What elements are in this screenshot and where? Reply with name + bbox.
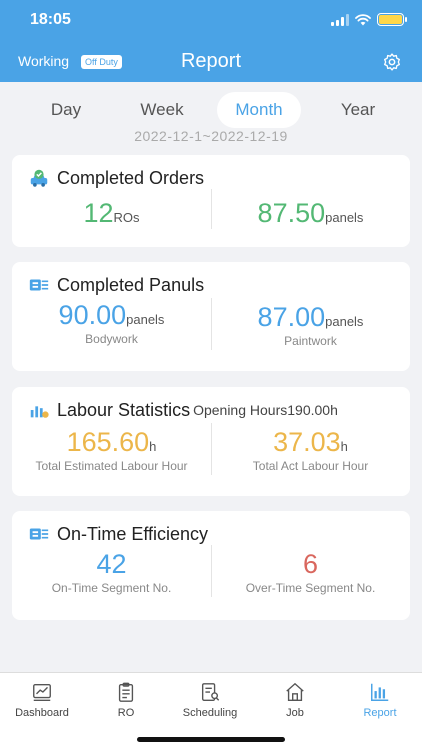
home-indicator (137, 737, 285, 742)
home-icon (286, 682, 304, 701)
stat-value: 37.03 (273, 427, 341, 457)
stat-unit: h (340, 439, 348, 454)
stat-value: 87.50 (257, 198, 326, 228)
stat-unit: panels (325, 314, 364, 329)
header-bar: Working Off Duty Report (0, 42, 422, 82)
tab-dashboard[interactable]: Dashboard (0, 681, 84, 719)
duty-badge[interactable]: Off Duty (81, 55, 122, 69)
clipboard-icon (118, 682, 134, 702)
divider (211, 423, 212, 475)
stat-value: 42 (96, 549, 127, 579)
stat-unit: ROs (113, 210, 140, 225)
tab-ro[interactable]: RO (84, 681, 168, 719)
date-range: 2022-12-1~2022-12-19 (134, 128, 288, 144)
stat-unit: panels (126, 312, 165, 327)
stat-caption: Total Estimated Labour Hour (35, 459, 188, 473)
stat-value: 6 (302, 549, 319, 579)
stat-unit: h (149, 439, 157, 454)
status-icons (331, 13, 407, 26)
divider (211, 545, 212, 597)
tab-report[interactable]: Report (338, 681, 422, 719)
card-title: Labour Statistics (57, 399, 191, 420)
signal-icon (331, 13, 349, 26)
battery-icon (377, 13, 407, 26)
panels-icon (29, 528, 49, 540)
working-status-toggle[interactable]: Working (18, 53, 70, 69)
tab-scheduling[interactable]: Scheduling (168, 681, 252, 719)
gear-icon[interactable] (382, 52, 402, 72)
card-title: On-Time Efficiency (57, 523, 209, 544)
completed-panels-card[interactable]: Completed Panuls 90.00panels Bodywork 87… (12, 262, 410, 371)
on-time-segment-stat: 42 On-Time Segment No. (12, 549, 211, 595)
panels-icon (29, 279, 49, 291)
status-bar: 18:05 (0, 0, 422, 42)
opening-hours: Opening Hours190.00h (193, 402, 338, 418)
labour-statistics-card[interactable]: Labour Statistics Opening Hours190.00h 1… (12, 387, 410, 496)
bar-chart-coin-icon (30, 406, 49, 418)
stat-caption: Over-Time Segment No. (245, 581, 376, 595)
tab-label: RO (117, 707, 135, 719)
tab-week[interactable]: Week (140, 100, 184, 119)
stat-value: 90.00 (58, 300, 127, 330)
tab-label: Scheduling (182, 707, 238, 719)
bottom-tab-bar: Dashboard RO Scheduling Job (0, 672, 422, 750)
stat-value: 165.60 (66, 427, 150, 457)
stat-caption: Total Act Labour Hour (252, 459, 369, 473)
tab-job[interactable]: Job (253, 681, 337, 719)
paintwork-stat: 87.00panels Paintwork (211, 302, 410, 348)
actual-labour-stat: 37.03h Total Act Labour Hour (211, 427, 410, 473)
stat-caption: Paintwork (284, 334, 337, 348)
period-tabs: Day Week Month Year (0, 92, 422, 130)
card-title: Completed Panuls (57, 274, 205, 295)
page-title: Report (180, 50, 242, 72)
over-time-segment-stat: 6 Over-Time Segment No. (211, 549, 410, 595)
report-chart-icon (371, 683, 389, 701)
bodywork-stat: 90.00panels Bodywork (12, 300, 211, 346)
tab-label: Job (286, 707, 304, 719)
stat-value: 12 (83, 198, 114, 228)
status-time: 18:05 (30, 11, 71, 28)
tab-year[interactable]: Year (340, 100, 376, 119)
orders-panels-stat: 87.50panels (211, 198, 410, 229)
schedule-icon (201, 683, 220, 701)
dashboard-icon (33, 683, 51, 701)
on-time-efficiency-card[interactable]: On-Time Efficiency 42 On-Time Segment No… (12, 511, 410, 620)
card-title: Completed Orders (57, 167, 205, 188)
divider (211, 189, 212, 229)
divider (211, 298, 212, 350)
orders-ro-stat: 12ROs (12, 198, 211, 229)
stat-caption: On-Time Segment No. (51, 581, 172, 595)
stat-value: 87.00 (257, 302, 326, 332)
tab-label: Dashboard (15, 707, 69, 719)
tab-day[interactable]: Day (50, 100, 82, 119)
tab-label: Report (363, 707, 397, 719)
tab-month[interactable]: Month (217, 92, 301, 128)
completed-orders-card[interactable]: Completed Orders 12ROs 87.50panels (12, 155, 410, 247)
estimated-labour-stat: 165.60h Total Estimated Labour Hour (12, 427, 211, 473)
stat-unit: panels (325, 210, 364, 225)
wifi-icon (355, 13, 371, 25)
car-check-icon (30, 169, 48, 187)
stat-caption: Bodywork (85, 332, 138, 346)
